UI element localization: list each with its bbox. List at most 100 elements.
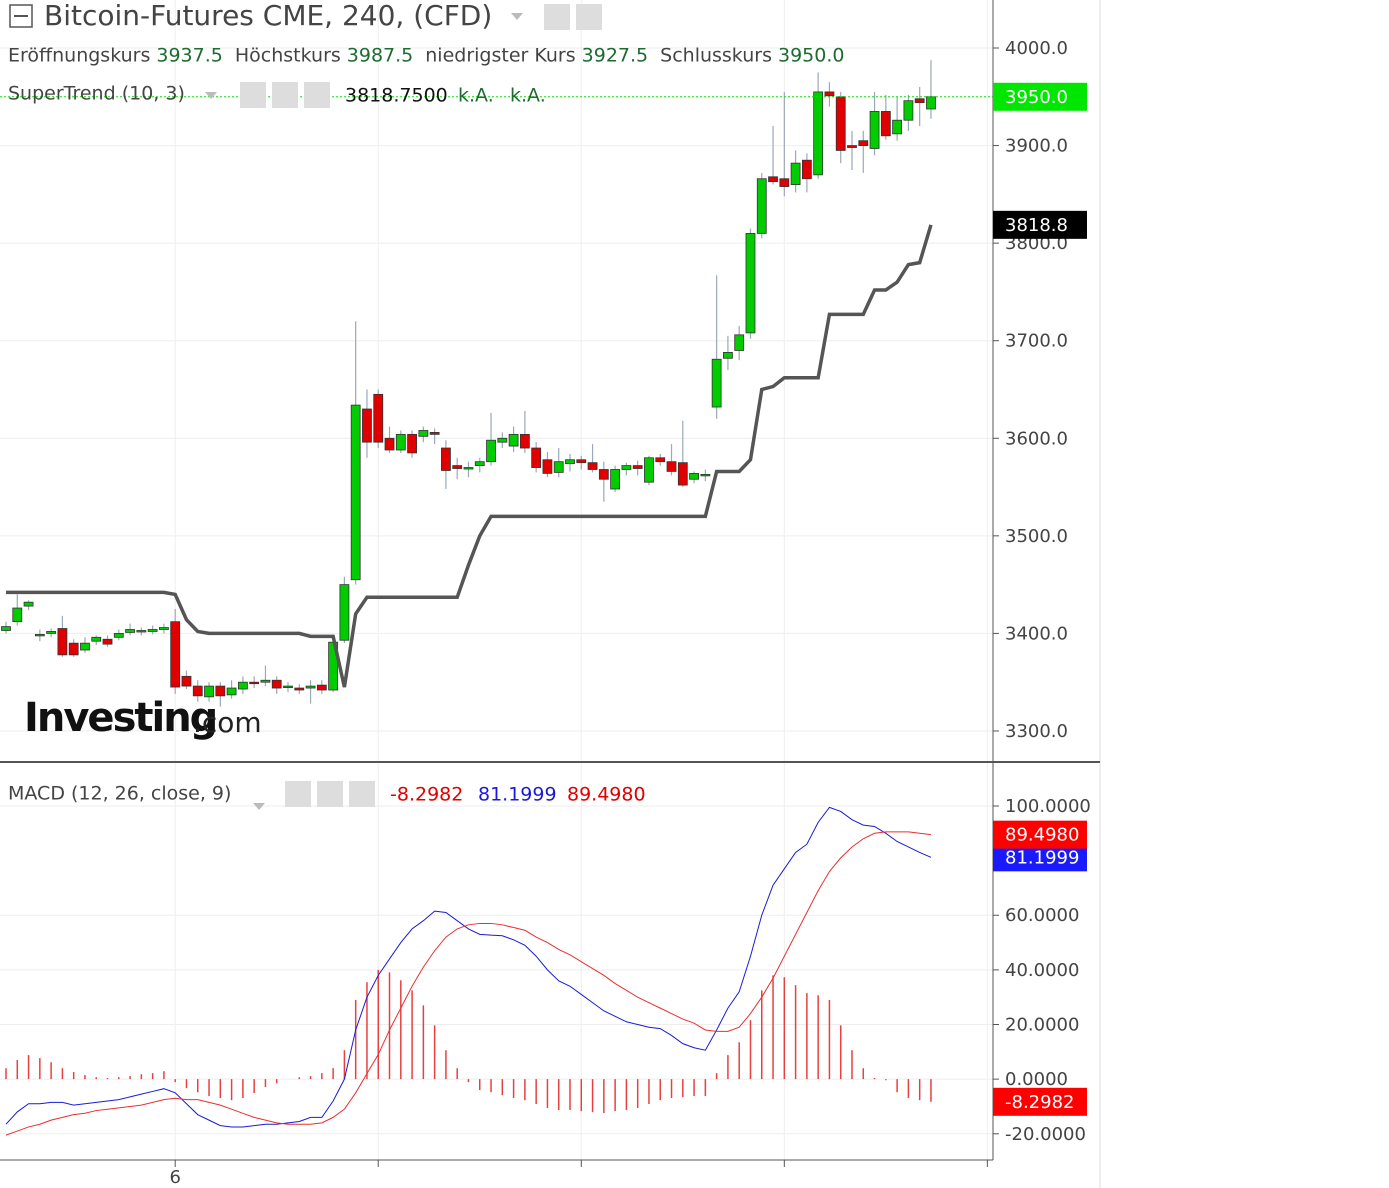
candle-body — [305, 685, 316, 689]
candle-body — [91, 636, 102, 642]
candle-body — [350, 404, 361, 581]
candle-body — [734, 334, 745, 351]
candle-body — [519, 433, 530, 449]
dropdown-caret[interactable] — [253, 803, 265, 810]
y-tick-label: -20.0000 — [1005, 1124, 1086, 1145]
candle-body — [113, 633, 124, 638]
candle-body — [542, 459, 553, 474]
y-tick-label: 3300.0 — [1005, 721, 1068, 742]
candle-body — [926, 96, 936, 110]
candle-body — [125, 629, 135, 633]
legend-value: 3987.5 — [347, 45, 413, 67]
candle-body — [553, 461, 564, 473]
y-tick-label: 20.0000 — [1005, 1015, 1079, 1036]
candle-body — [102, 638, 113, 645]
indicator-value: 81.1999 — [478, 784, 557, 806]
dropdown-caret[interactable] — [205, 92, 217, 99]
candle-body — [237, 681, 248, 690]
candle-body — [1, 626, 11, 631]
candle-body — [790, 162, 801, 185]
macd-line — [5, 806, 932, 1128]
candle-body — [373, 393, 384, 443]
legend-value: 3927.5 — [582, 45, 648, 67]
candle-body — [204, 685, 214, 698]
candle-body — [756, 178, 767, 234]
price-tag — [993, 1087, 1087, 1116]
watermark: .com — [193, 706, 262, 739]
marks — [0, 60, 993, 1136]
price-tag-label: 3950.0 — [1005, 87, 1068, 108]
y-tick-label: 3600.0 — [1005, 428, 1068, 449]
candle-body — [531, 447, 542, 468]
remove-icon[interactable] — [304, 82, 330, 108]
candle-body — [46, 631, 57, 634]
settings-icon[interactable] — [317, 781, 343, 807]
candle-body — [610, 469, 621, 490]
candle-body — [700, 473, 711, 477]
candle-body — [429, 432, 440, 435]
settings-icon[interactable] — [576, 4, 602, 30]
price-tag — [993, 210, 1087, 239]
candle-body — [316, 684, 327, 691]
y-tick-label: 100.0000 — [1005, 796, 1091, 817]
candle-body — [621, 465, 632, 470]
candle-body — [192, 685, 203, 697]
candle-body — [565, 459, 575, 465]
candle-body — [711, 358, 722, 408]
candle-body — [147, 629, 158, 632]
candle-body — [283, 685, 293, 688]
price-tag-label: 81.1999 — [1005, 847, 1079, 868]
candle-body — [384, 437, 395, 451]
price-tag — [993, 820, 1087, 849]
candle-body — [587, 462, 598, 470]
candle-body — [813, 91, 824, 176]
candle-body — [271, 679, 282, 689]
candle-body — [68, 642, 79, 656]
price-tag-label: 89.4980 — [1005, 825, 1079, 846]
candle-body — [452, 465, 463, 469]
candle-body — [215, 685, 226, 697]
candle-body — [136, 630, 147, 633]
candle-body — [339, 584, 350, 641]
candle-body — [57, 628, 68, 656]
x-tick-label: 6 — [169, 1167, 180, 1188]
indicator-value: 3818.7500 — [345, 85, 448, 107]
indicator-name: SuperTrend (10, 3) — [8, 83, 185, 105]
candle-body — [34, 633, 45, 637]
y-tick-label: 4000.0 — [1005, 38, 1068, 59]
eye-icon[interactable] — [285, 781, 311, 807]
candle-body — [362, 408, 372, 443]
eye-icon[interactable] — [240, 82, 266, 108]
indicator-value: -8.2982 — [390, 784, 463, 806]
indicator-value: k.A. — [510, 85, 546, 107]
remove-icon[interactable] — [349, 781, 375, 807]
collapse-icon[interactable] — [9, 4, 33, 28]
candle-body — [835, 96, 846, 151]
candle-body — [666, 461, 677, 472]
y-tick-label: 60.0000 — [1005, 905, 1079, 926]
dropdown-caret[interactable] — [511, 13, 523, 20]
candle-body — [689, 472, 699, 480]
legend-value: 3950.0 — [778, 45, 844, 67]
candle-body — [632, 465, 643, 469]
y-tick-label: 3900.0 — [1005, 136, 1068, 157]
candle-body — [677, 462, 688, 486]
candle-body — [23, 601, 34, 607]
candle-body — [508, 433, 519, 447]
grid — [0, 0, 993, 1160]
candle-body — [249, 681, 260, 685]
candle-body — [869, 111, 880, 149]
price-tag — [993, 82, 1087, 111]
settings-icon[interactable] — [272, 82, 298, 108]
legend-value: 3937.5 — [156, 45, 222, 67]
candle-body — [80, 642, 90, 651]
eye-icon[interactable] — [544, 4, 570, 30]
price-tag-label: -8.2982 — [1005, 1092, 1074, 1113]
candle-body — [768, 176, 778, 183]
candle-body — [903, 100, 914, 121]
candle-body — [598, 469, 609, 480]
candle-body — [858, 140, 869, 146]
candle-body — [181, 675, 192, 687]
